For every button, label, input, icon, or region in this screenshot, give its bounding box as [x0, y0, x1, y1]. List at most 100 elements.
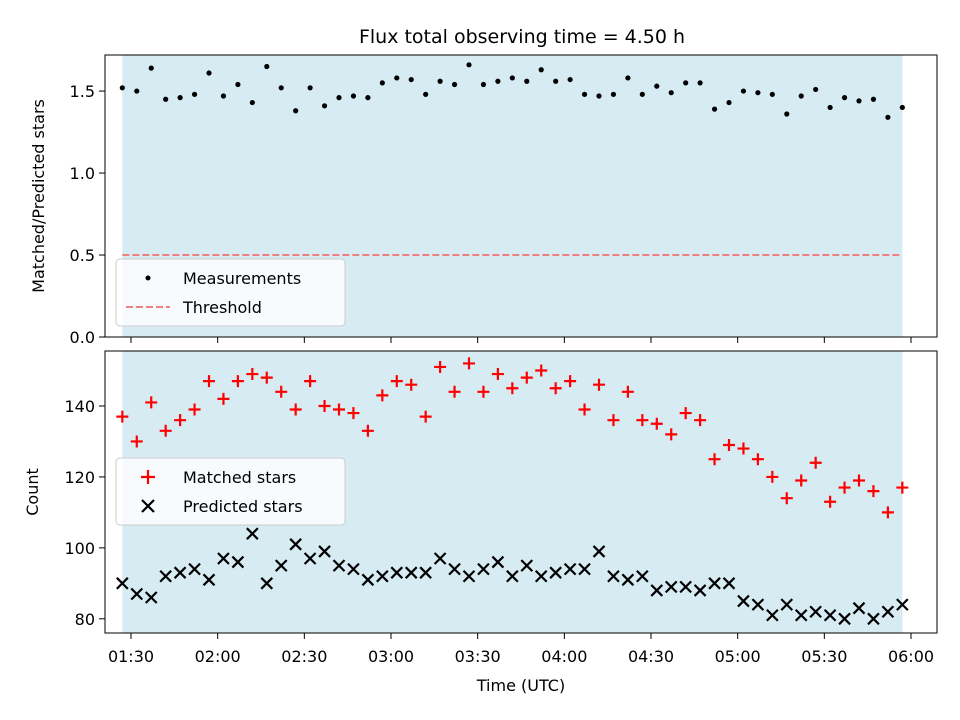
matched-star-point [405, 378, 418, 391]
y-tick-label: 80 [75, 610, 95, 629]
bottom-x-ticks: 01:30 02:00 02:30 03:00 03:30 04:00 04:30 05:00… [108, 633, 934, 666]
measurement-point [350, 93, 357, 99]
measurement-point [220, 93, 227, 99]
predicted-star-point [881, 605, 895, 618]
measurement-point [379, 80, 385, 86]
matched-star-point [506, 382, 519, 395]
measurement-point [726, 99, 732, 106]
measurement-point [654, 83, 660, 89]
legend-matched-marker [141, 470, 155, 484]
matched-star-point [520, 371, 533, 384]
predicted-star-point [303, 552, 317, 565]
predicted-star-point [491, 555, 505, 569]
predicted-star-point [549, 566, 562, 579]
matched-star-point [549, 382, 562, 395]
measurement-point [740, 88, 747, 94]
measurement-point [206, 70, 212, 76]
x-tick-label: 04:30 [628, 647, 674, 666]
measurement-point [697, 80, 703, 86]
matched-star-point [723, 439, 735, 451]
matched-star-point [780, 492, 793, 505]
y-tick-label: 0.0 [70, 328, 95, 347]
top-x-tick-marks [130, 337, 912, 343]
predicted-star-point [144, 591, 158, 604]
predicted-star-point [693, 584, 707, 597]
predicted-star-point [433, 552, 447, 565]
x-tick-label: 03:30 [455, 647, 501, 666]
top-y-ticks: 0.0 0.5 1.0 1.5 [70, 82, 105, 347]
predicted-star-point [737, 594, 750, 608]
matched-star-point [390, 375, 403, 388]
legend-threshold-label: Threshold [182, 298, 262, 317]
predicted-star-point [404, 566, 418, 579]
predicted-star-point [318, 545, 331, 558]
measurement-point [885, 114, 891, 120]
measurement-point [408, 76, 414, 83]
measurement-point [798, 93, 804, 99]
measurement-point [610, 91, 617, 97]
measurement-point [899, 104, 905, 111]
measurement-point [683, 80, 689, 86]
measurement-point [755, 90, 761, 96]
predicted-star-point [462, 569, 476, 583]
predicted-star-point [578, 562, 591, 576]
measurement-point [567, 76, 573, 83]
measurement-point [321, 103, 328, 109]
predicted-star-point [506, 569, 519, 583]
predicted-star-point [159, 569, 172, 583]
matched-star-point [809, 456, 822, 469]
legend-predicted-label: Predicted stars [183, 497, 303, 516]
predicted-star-point [621, 573, 635, 587]
measurement-point [495, 78, 501, 84]
predicted-star-point [173, 566, 187, 579]
matched-star-point [694, 414, 707, 427]
matched-star-point [376, 389, 389, 402]
measurement-point [148, 65, 154, 71]
predicted-star-point [867, 612, 880, 626]
legend-measurements-marker [145, 275, 151, 281]
matched-star-point [737, 442, 750, 455]
y-tick-label: 1.0 [70, 164, 95, 183]
measurement-point [394, 75, 400, 81]
matched-star-point [607, 414, 620, 427]
matched-star-point [434, 360, 447, 373]
matched-star-point [795, 474, 808, 487]
measurement-point [119, 85, 125, 91]
predicted-star-point [332, 559, 346, 572]
matched-star-point [246, 368, 259, 381]
matched-star-point [708, 453, 721, 466]
measurement-point [293, 108, 299, 114]
measurement-point [581, 91, 588, 97]
bottom-panel: 80 100 120 140 01:30 02:00 02:30 03:00 03:30 04:… [23, 350, 938, 695]
matched-star-point [419, 410, 432, 423]
bottom-y-ticks: 80 100 120 140 [64, 397, 105, 629]
measurement-point [813, 86, 819, 93]
predicted-star-point [838, 612, 851, 626]
predicted-star-point [390, 566, 404, 579]
predicted-star-point [520, 559, 534, 572]
predicted-star-point [650, 584, 664, 597]
x-tick-label: 02:00 [195, 647, 241, 666]
matched-star-point [578, 403, 591, 416]
predicted-stars-points [116, 527, 909, 626]
x-tick-label: 06:00 [888, 647, 934, 666]
matched-star-point [260, 371, 273, 384]
matched-star-point [116, 410, 129, 423]
matched-star-point [318, 399, 331, 412]
legend-matched-label: Matched stars [183, 468, 296, 487]
matched-star-point [463, 357, 475, 370]
matched-star-point [188, 403, 201, 416]
matched-star-point [217, 392, 230, 405]
matched-star-point [130, 435, 143, 448]
measurement-points [119, 62, 905, 120]
matched-star-point [145, 396, 158, 409]
matched-star-point [665, 428, 678, 441]
bottom-legend-box [115, 457, 346, 526]
measurement-point [553, 78, 559, 84]
chart-title: Flux total observing time = 4.50 h [359, 26, 685, 48]
matched-star-point [535, 364, 548, 377]
measurement-point [639, 91, 645, 97]
top-axes-frame [104, 54, 938, 338]
predicted-star-point [722, 577, 736, 590]
